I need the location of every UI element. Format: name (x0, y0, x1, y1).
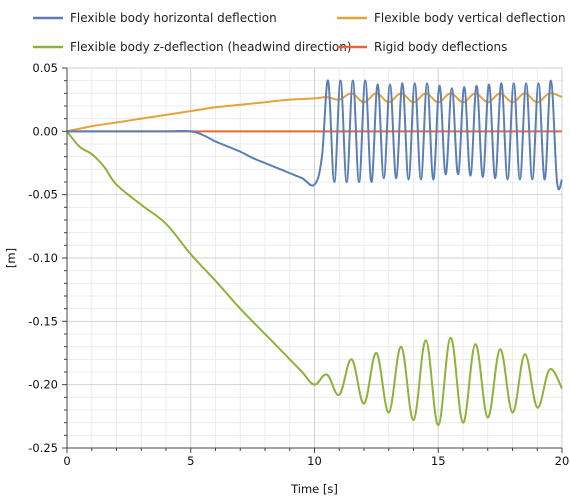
legend-label-3: Rigid body deflections (374, 40, 507, 54)
legend: Flexible body horizontal deflection Flexi… (33, 11, 566, 54)
legend-label-2: Flexible body z-deflection (headwind dir… (70, 40, 352, 54)
x-tick-label: 15 (431, 454, 446, 468)
legend-label-0: Flexible body horizontal deflection (70, 11, 277, 25)
x-tick-label: 5 (187, 454, 194, 468)
y-tick-label: 0.05 (32, 61, 58, 75)
series-group (66, 79, 563, 427)
y-tick-label: -0.20 (28, 378, 58, 392)
grid (66, 67, 563, 449)
x-tick-label: 10 (307, 454, 322, 468)
y-tick-label: 0.00 (32, 124, 58, 138)
axes: 0 5 10 15 20 0.05 0.00 -0.05 -0.10 -0.15 -0.20 -0.2… (28, 61, 569, 468)
legend-label-1: Flexible body vertical deflection (374, 11, 566, 25)
series-line-0 (66, 79, 563, 191)
series-line-2 (66, 130, 563, 427)
y-tick-label: -0.15 (28, 314, 58, 328)
x-tick-label: 20 (555, 454, 570, 468)
y-tick-label: -0.05 (28, 188, 58, 202)
y-tick-label: -0.10 (28, 251, 58, 265)
y-axis-label: [m] (4, 248, 18, 268)
y-tick-label: -0.25 (28, 441, 58, 455)
x-tick-label: 0 (63, 454, 70, 468)
x-axis-label: Time [s] (290, 482, 338, 496)
